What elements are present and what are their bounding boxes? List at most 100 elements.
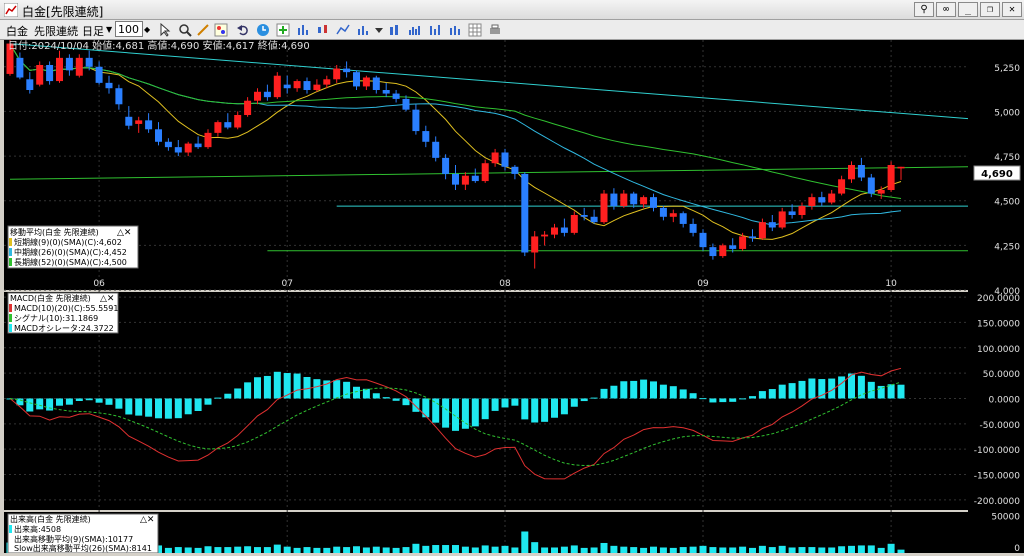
indicator-dropdown-icon[interactable] [372,23,386,37]
candle-body [897,166,905,169]
candle-body [461,175,469,185]
candle-body [214,122,222,133]
candle-body [689,223,697,233]
macd-oscillator-bar [85,398,93,401]
indicator-icon[interactable] [356,23,370,37]
restore-button[interactable]: ❐ [980,2,1000,17]
volume-legend: 出来高(白金 先限連続) 出来高:4508 出来高移動平均(9)(SMA):10… [7,513,159,554]
candle-body [46,65,54,82]
volume-bar [739,546,747,553]
macd-chart-icon[interactable] [428,23,442,37]
volume-bar [531,542,539,553]
cursor-tool-icon[interactable] [158,23,172,37]
macd-oscillator-bar [531,398,539,423]
macd-y-tick-label: -200.0000 [974,497,1020,507]
macd-oscillator-bar [75,398,83,402]
macd-oscillator-bar [254,377,261,399]
volume-legend-collapse-icon[interactable]: △✕ [140,515,154,525]
candle-body [26,79,34,90]
macd-oscillator-bar [659,384,667,399]
volume-chart-icon[interactable] [408,23,422,37]
volume-bar [808,547,816,553]
minimize-button[interactable]: _ [958,2,978,17]
macd-oscillator-bar [897,384,905,399]
candle-body [580,215,588,217]
oscillator-chart-icon[interactable] [448,23,462,37]
macd-oscillator-bar [461,398,469,429]
link-icon[interactable]: ∞ [936,2,956,17]
price-y-tick-label: 4,500 [994,198,1020,208]
macd-oscillator-bar [481,398,489,420]
compare-chart-icon[interactable] [388,23,402,37]
volume-bar [313,547,321,553]
candle-body [551,227,558,235]
ma-legend-long: 長期線(52)(0)(SMA)(C):4,500 [14,257,127,267]
volume-bar [432,545,440,553]
macd-oscillator-bar [263,375,271,399]
volume-bar [402,547,410,553]
chart-area[interactable]: 5,250 5,000 4,750 4,500 4,250 4,000 06 07 08 09 10… [0,39,1024,554]
candle-body [244,100,252,115]
draw-line-icon[interactable] [196,23,210,37]
clock-icon[interactable] [256,23,270,37]
macd-oscillator-bar [293,373,301,399]
macd-oscillator-bar [184,398,192,415]
candle-body [620,193,628,207]
price-y-tick-label: 5,250 [994,64,1020,74]
macd-oscillator-bar [709,398,717,403]
period-dropdown-icon[interactable]: ▼ [106,25,113,34]
macd-oscillator-bar [105,398,113,405]
candle-body [184,143,192,153]
bars-chart-icon[interactable] [296,23,310,37]
macd-y-tick-label: 0.0000 [989,395,1021,405]
zoom-tool-icon[interactable] [178,23,192,37]
volume-bar [164,547,172,553]
instrument-selector[interactable]: 白金 [6,25,28,38]
bar-count-spin-icon[interactable]: ◆ [144,25,151,34]
palette-icon[interactable] [214,23,228,37]
volume-bar [511,547,519,553]
macd-oscillator-bar [491,398,499,411]
volume-y-tick-label: 50000 [991,513,1020,523]
volume-bar [254,547,261,553]
volume-bar [372,546,380,553]
macd-oscillator-bar [560,398,568,415]
period-selector[interactable]: 日足 [82,25,104,38]
macd-legend-collapse-icon[interactable]: △✕ [100,294,114,304]
candles-chart-icon[interactable] [316,23,330,37]
candle-body [887,165,895,190]
candle-body [362,77,370,87]
candle-body [135,120,143,124]
candle-body [442,157,450,174]
chart-toolbar: 白金 先限連続 日足 ▼ ◆ [0,20,1024,40]
add-chart-icon[interactable] [276,23,290,37]
macd-oscillator-bar [65,398,73,405]
print-icon[interactable] [488,23,502,37]
candle-body [164,141,172,148]
candle-body [382,90,390,94]
chart-svg[interactable]: 5,250 5,000 4,750 4,500 4,250 4,000 06 07 08 09 10… [0,39,1024,554]
bar-count-input[interactable] [115,21,143,37]
volume-bar [234,546,242,553]
candle-body [56,57,63,82]
close-button[interactable]: ✕ [1002,2,1022,17]
volume-bar [174,547,182,553]
x-tick-label: 06 [93,279,105,289]
undo-icon[interactable] [236,23,250,37]
macd-oscillator-bar [323,380,331,399]
pin-icon[interactable]: ⚲ [914,2,934,17]
signal-swatch [9,314,12,322]
volume-bar [699,545,707,553]
volume-bar [392,547,400,553]
macd-oscillator-bar [729,398,737,402]
macd-oscillator-bar [174,398,182,419]
ma-legend-collapse-icon[interactable]: △✕ [117,228,131,238]
macd-oscillator-bar [630,380,638,399]
candle-body [422,131,430,142]
macd-y-tick-label: 50.0000 [983,370,1020,380]
line-chart-icon[interactable] [336,23,350,37]
volume-bar [768,547,776,553]
volume-bar [412,543,420,553]
contract-selector[interactable]: 先限連続 [34,25,78,38]
settings-grid-icon[interactable] [468,23,482,37]
